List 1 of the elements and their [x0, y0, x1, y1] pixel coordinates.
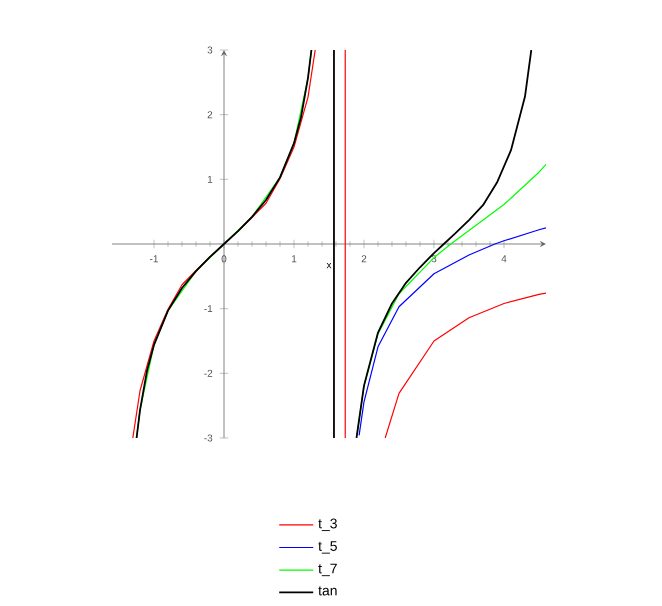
line-series: [358, 227, 546, 436]
